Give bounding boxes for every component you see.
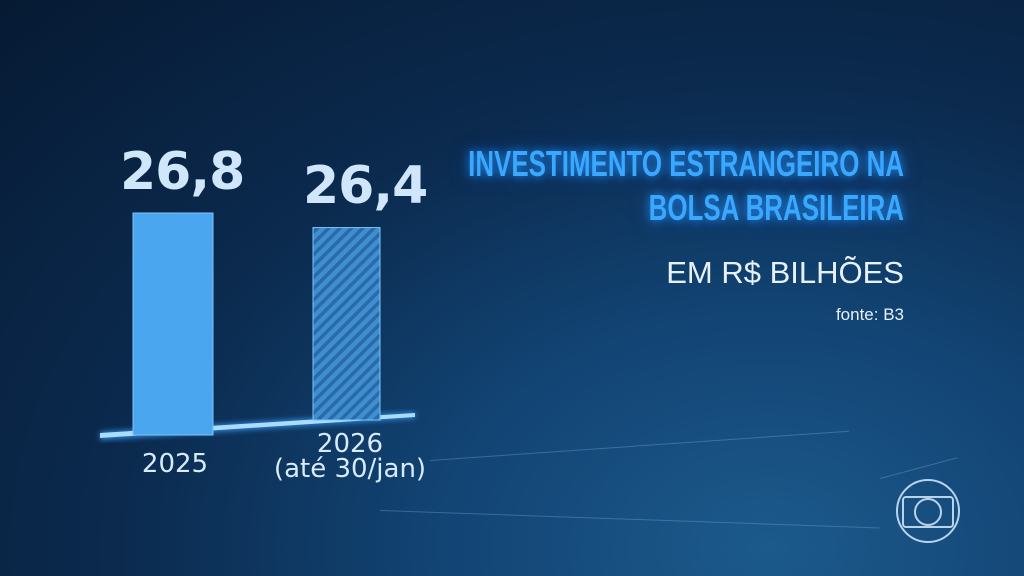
chart-subtitle: EM R$ BILHÕES <box>666 255 904 290</box>
chart-source: fonte: B3 <box>835 305 904 324</box>
category-label-2025: 2025 <box>141 449 209 479</box>
category-label-2026: 2026 (até 30/jan) <box>270 429 430 484</box>
category-note: (até 30/jan) <box>273 454 427 484</box>
category-year: 2026 <box>316 429 384 459</box>
bar-2025 <box>132 212 214 436</box>
value-label-2026: 26,4 <box>303 156 428 216</box>
chart-title: INVESTIMENTO ESTRANGEIRO NA BOLSA BRASIL… <box>468 143 904 228</box>
globo-logo-icon <box>896 479 960 543</box>
value-label-2025: 26,8 <box>120 142 245 202</box>
bar-2026 <box>312 227 381 421</box>
